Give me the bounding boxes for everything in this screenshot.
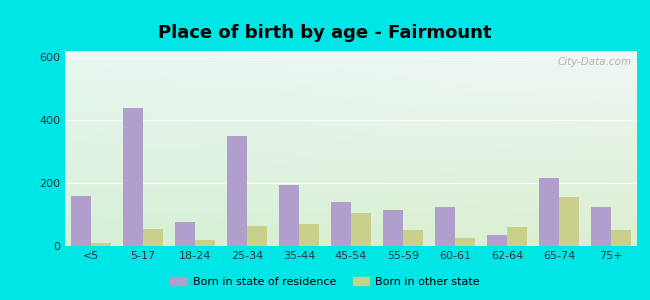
Bar <box>507 227 526 246</box>
Bar <box>280 185 299 246</box>
Bar <box>488 235 507 246</box>
Bar <box>227 136 247 246</box>
Bar <box>455 238 474 246</box>
Bar <box>195 240 215 246</box>
Bar <box>611 230 630 246</box>
Bar <box>403 230 422 246</box>
Bar <box>124 108 143 246</box>
Bar <box>436 207 455 246</box>
Bar <box>559 197 578 246</box>
Bar <box>91 243 111 246</box>
Text: Place of birth by age - Fairmount: Place of birth by age - Fairmount <box>158 24 492 42</box>
Bar <box>143 229 162 246</box>
Bar <box>592 207 611 246</box>
Bar <box>540 178 559 246</box>
Legend: Born in state of residence, Born in other state: Born in state of residence, Born in othe… <box>166 273 484 291</box>
Bar <box>176 222 195 246</box>
Bar <box>351 213 370 246</box>
Bar <box>384 210 403 246</box>
Bar <box>72 196 91 246</box>
Bar <box>247 226 266 246</box>
Bar <box>332 202 351 246</box>
Text: City-Data.com: City-Data.com <box>557 57 631 67</box>
Bar <box>299 224 318 246</box>
